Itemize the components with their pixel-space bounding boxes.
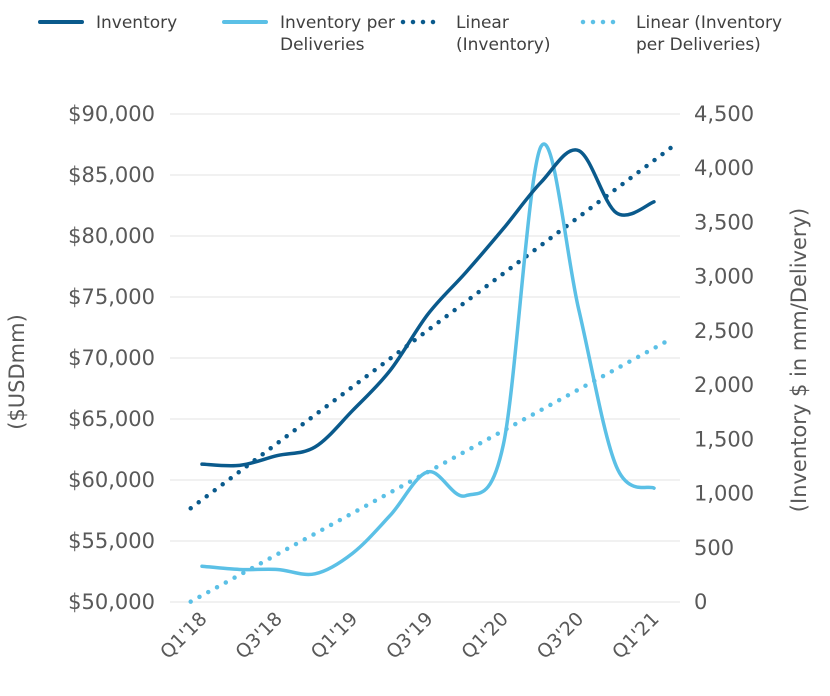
right-tick-label: 3,500 [694,210,754,234]
left-axis-ticks: $50,000 $55,000 $60,000 $65,000 $70,000 $75,0… [68,102,155,614]
right-tick-label: 1,500 [694,427,754,451]
x-axis-ticks: Q1'18 Q3'18 Q1'19 Q3'19 Q1'20 Q3'20 Q1'21 [156,608,663,663]
legend-label-2: Linear [456,13,509,33]
x-tick-label: Q3'19 [382,608,437,663]
x-tick-label: Q1'19 [307,608,362,663]
x-tick-label: Q1'21 [608,608,663,663]
left-tick-label: $65,000 [68,407,155,431]
x-tick-label: Q1'18 [156,608,211,663]
x-tick-label: Q3'20 [533,608,588,663]
right-tick-label: 2,000 [694,373,754,397]
left-axis-title: ($USDmm) [5,314,29,430]
series-line-2 [188,145,674,511]
right-tick-label: 2,500 [694,319,754,343]
left-tick-label: $85,000 [68,163,155,187]
right-tick-label: 1,000 [694,482,754,506]
legend-label-2-line2: (Inventory) [456,35,550,55]
right-tick-label: 500 [694,536,734,560]
right-axis-ticks: 0 500 1,000 1,500 2,000 2,500 3,000 3,500 4,000 4… [694,102,754,614]
right-axis-title: (Inventory $ in mm/Delivery) [787,208,811,512]
x-tick-label: Q3'18 [231,608,286,663]
legend-label-1-line2: Deliveries [280,35,365,55]
left-tick-label: $70,000 [68,346,155,370]
right-tick-label: 4,500 [694,102,754,126]
series-lines [188,142,674,604]
right-tick-label: 4,000 [694,156,754,180]
gridlines [170,113,680,603]
left-tick-label: $60,000 [68,468,155,492]
right-tick-label: 0 [694,590,707,614]
left-tick-label: $75,000 [68,285,155,309]
legend-label-1: Inventory per [280,13,395,33]
x-tick-label: Q1'20 [457,608,512,663]
legend-label-3: Linear (Inventory [636,13,782,33]
legend-label-0: Inventory [96,13,177,33]
left-tick-label: $80,000 [68,224,155,248]
right-tick-label: 3,000 [694,265,754,289]
series-line-3 [188,336,674,604]
series-line-0 [200,148,656,468]
left-tick-label: $90,000 [68,102,155,126]
left-tick-label: $55,000 [68,529,155,553]
legend-label-3-line2: per Deliveries) [636,35,761,55]
left-tick-label: $50,000 [68,590,155,614]
series-line-1 [200,142,656,577]
